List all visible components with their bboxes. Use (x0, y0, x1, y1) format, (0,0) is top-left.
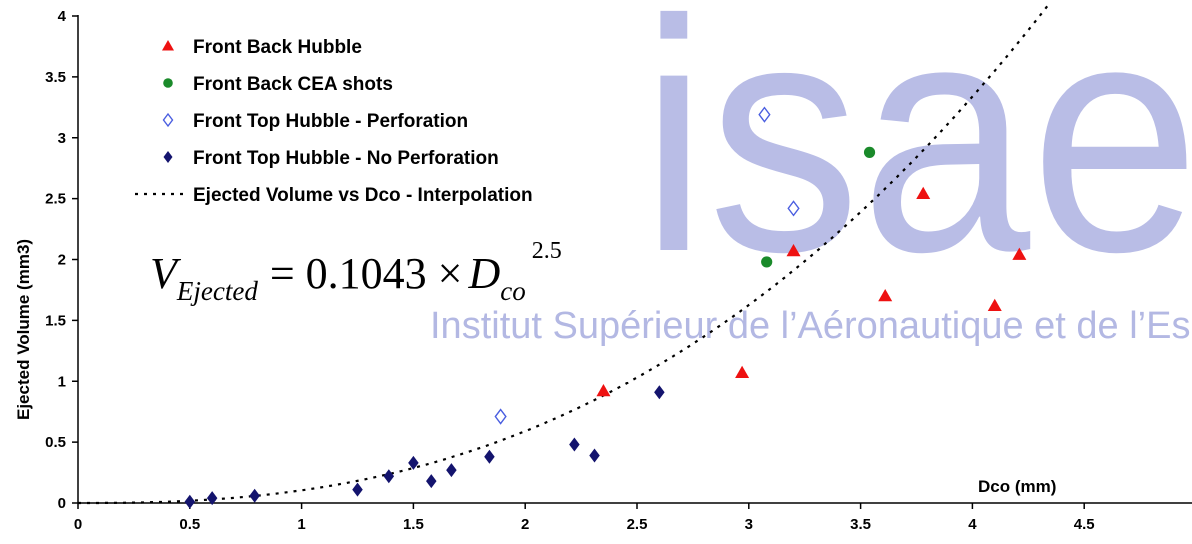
x-tick-label: 0 (74, 516, 82, 533)
x-tick-label: 0.5 (179, 516, 200, 533)
data-point (787, 200, 800, 217)
legend-label: Front Back Hubble (193, 37, 362, 58)
x-tick-label: 3.5 (850, 516, 871, 533)
interpolation-curve (78, 4, 1050, 505)
data-point (916, 186, 931, 200)
x-tick-label: 1.5 (403, 516, 424, 533)
y-tick-label: 1.5 (45, 312, 66, 329)
x-tick-label: 4.5 (1074, 516, 1095, 533)
data-point (484, 449, 495, 464)
data-point (735, 365, 750, 378)
x-tick-label: 3 (745, 516, 753, 533)
watermark: isae Institut Supérieur de l’Aéronautiqu… (430, 0, 1192, 347)
data-point (494, 408, 507, 425)
data-point (758, 106, 771, 123)
legend-marker (163, 78, 173, 88)
y-axis-ticks: 0 0.5 1 1.5 2 2.5 3 3.5 4 (45, 8, 78, 512)
legend-marker (163, 151, 173, 163)
data-point (596, 383, 611, 397)
y-tick-label: 3.5 (45, 69, 66, 86)
y-tick-label: 2.5 (45, 191, 66, 208)
legend-label: Front Top Hubble - Perforation (193, 111, 468, 132)
data-point (654, 385, 665, 400)
y-tick-label: 2 (58, 252, 66, 269)
y-tick-label: 0.5 (45, 434, 66, 451)
data-point (426, 474, 437, 489)
legend: Front Back Hubble Front Back CEA shots Fro… (135, 37, 533, 206)
data-point (446, 463, 457, 478)
legend-label: Front Back CEA shots (193, 74, 393, 95)
data-point (383, 469, 395, 484)
y-tick-label: 3 (58, 130, 66, 147)
data-point (569, 437, 580, 452)
y-tick-label: 4 (58, 8, 67, 25)
x-tick-label: 4 (968, 516, 977, 533)
data-point (249, 488, 260, 503)
x-axis-ticks: 0 0.5 1 1.5 2 2.5 3 3.5 4 4.5 (74, 503, 1095, 533)
formula-exponent: 2.5 (532, 238, 562, 264)
data-point (206, 491, 218, 506)
y-tick-label: 0 (58, 495, 66, 512)
data-point (987, 298, 1002, 312)
y-axis-title: Ejected Volume (mm3) (14, 239, 33, 420)
legend-marker (162, 40, 174, 51)
data-point (878, 289, 893, 302)
legend-label: Ejected Volume vs Dco - Interpolation (193, 185, 533, 206)
formula-d-subscript: co (500, 276, 525, 306)
data-point (589, 448, 600, 463)
data-point (761, 256, 773, 268)
x-tick-label: 1 (297, 516, 305, 533)
legend-label: Front Top Hubble - No Perforation (193, 148, 499, 169)
x-tick-label: 2.5 (627, 516, 648, 533)
watermark-logo-text: isae (640, 0, 1192, 320)
y-tick-label: 1 (58, 373, 66, 390)
data-point (1012, 247, 1027, 260)
legend-marker (162, 112, 174, 128)
watermark-subtitle: Institut Supérieur de l’Aéronautique et … (430, 305, 1192, 347)
data-point (184, 494, 196, 509)
formula-text: VEjected = 0.1043 × Dco 2.5 (150, 238, 562, 306)
formula-annotation: VEjected = 0.1043 × Dco 2.5 (150, 238, 562, 306)
formula-v: V (150, 249, 182, 298)
formula-d: D (467, 249, 500, 298)
data-point (863, 146, 876, 158)
data-point (408, 455, 419, 470)
formula-equals-coefficient: = 0.1043 × (270, 249, 463, 298)
x-tick-label: 2 (521, 516, 529, 533)
data-point (786, 243, 801, 257)
x-axis-title: Dco (mm) (978, 477, 1056, 496)
data-point (352, 482, 363, 497)
data-points (184, 106, 1027, 509)
formula-v-subscript: Ejected (176, 276, 258, 306)
